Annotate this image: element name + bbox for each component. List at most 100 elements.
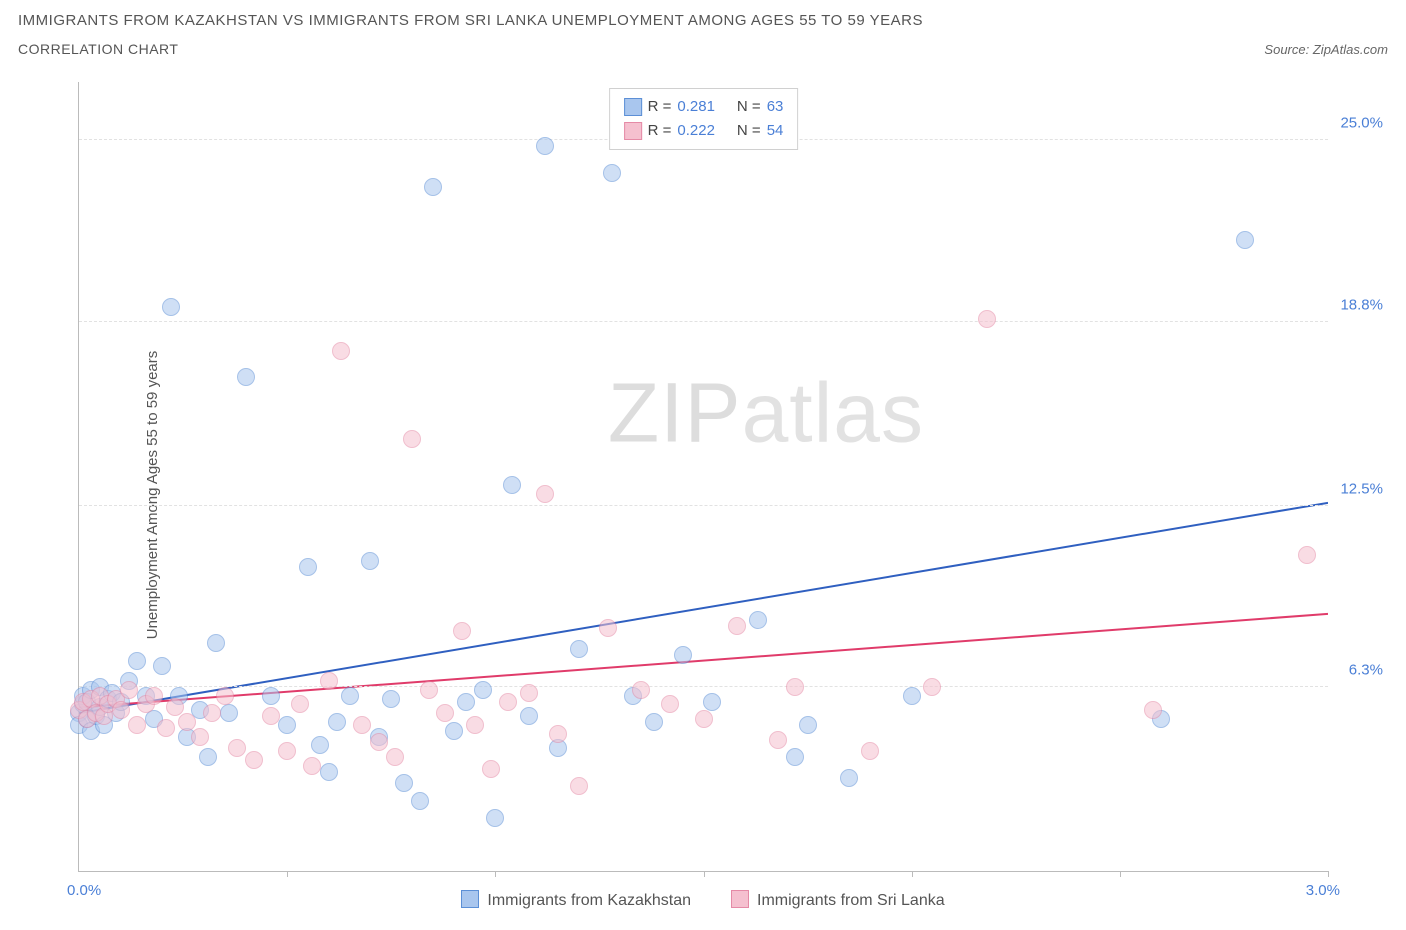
legend-series-label: Immigrants from Sri Lanka [757, 892, 945, 909]
legend-n-value: 63 [767, 95, 784, 119]
legend-correlation-row-kazakhstan: R =0.281 N =63 [624, 95, 784, 119]
scatter-point-kazakhstan [536, 137, 554, 155]
scatter-point-srilanka [695, 710, 713, 728]
scatter-point-srilanka [769, 731, 787, 749]
y-tick-label: 18.8% [1340, 296, 1383, 313]
legend-series: Immigrants from Kazakhstan Immigrants fro… [78, 890, 1328, 910]
watermark-bold: ZIP [608, 366, 742, 460]
x-tick [495, 871, 496, 877]
scatter-point-srilanka [128, 716, 146, 734]
scatter-point-kazakhstan [341, 687, 359, 705]
legend-n-label: N = [737, 119, 761, 143]
scatter-point-kazakhstan [674, 646, 692, 664]
scatter-point-kazakhstan [278, 716, 296, 734]
scatter-point-kazakhstan [220, 704, 238, 722]
scatter-point-srilanka [320, 672, 338, 690]
scatter-point-kazakhstan [262, 687, 280, 705]
scatter-point-kazakhstan [486, 809, 504, 827]
scatter-point-kazakhstan [237, 368, 255, 386]
scatter-point-srilanka [157, 719, 175, 737]
scatter-point-srilanka [262, 707, 280, 725]
scatter-point-srilanka [332, 342, 350, 360]
scatter-point-kazakhstan [382, 690, 400, 708]
legend-correlation-box: R =0.281 N =63 R =0.222 N =54 [609, 88, 799, 150]
plot-region: ZIPatlas R =0.281N =63R =0.222N =54 0.0%… [78, 82, 1328, 872]
scatter-point-srilanka [861, 742, 879, 760]
scatter-point-srilanka [228, 739, 246, 757]
scatter-point-srilanka [570, 777, 588, 795]
scatter-point-srilanka [245, 751, 263, 769]
scatter-point-srilanka [203, 704, 221, 722]
legend-series-item-kazakhstan: Immigrants from Kazakhstan [461, 890, 691, 910]
scatter-point-srilanka [303, 757, 321, 775]
legend-series-item-srilanka: Immigrants from Sri Lanka [731, 890, 945, 910]
scatter-point-srilanka [520, 684, 538, 702]
legend-swatch [624, 122, 642, 140]
scatter-point-srilanka [499, 693, 517, 711]
scatter-point-kazakhstan [445, 722, 463, 740]
scatter-point-kazakhstan [311, 736, 329, 754]
scatter-point-srilanka [599, 619, 617, 637]
legend-r-label: R = [648, 95, 672, 119]
scatter-point-srilanka [786, 678, 804, 696]
scatter-point-srilanka [370, 733, 388, 751]
scatter-point-kazakhstan [328, 713, 346, 731]
scatter-point-kazakhstan [603, 164, 621, 182]
x-tick [287, 871, 288, 877]
trend-lines [79, 82, 1328, 871]
x-tick [1120, 871, 1121, 877]
x-tick [912, 871, 913, 877]
legend-r-value: 0.281 [677, 95, 715, 119]
scatter-point-kazakhstan [361, 552, 379, 570]
scatter-point-srilanka [632, 681, 650, 699]
scatter-point-srilanka [216, 687, 234, 705]
legend-n-label: N = [737, 95, 761, 119]
chart-subtitle: CORRELATION CHART [18, 41, 178, 57]
x-tick [704, 871, 705, 877]
gridline [79, 505, 1328, 506]
scatter-point-kazakhstan [424, 178, 442, 196]
legend-swatch [624, 98, 642, 116]
scatter-point-srilanka [420, 681, 438, 699]
scatter-point-srilanka [120, 681, 138, 699]
scatter-point-kazakhstan [457, 693, 475, 711]
scatter-point-kazakhstan [503, 476, 521, 494]
y-tick-label: 25.0% [1340, 115, 1383, 132]
scatter-point-srilanka [386, 748, 404, 766]
scatter-point-srilanka [978, 310, 996, 328]
scatter-point-kazakhstan [703, 693, 721, 711]
scatter-point-srilanka [1298, 546, 1316, 564]
scatter-point-srilanka [191, 728, 209, 746]
scatter-point-kazakhstan [207, 634, 225, 652]
scatter-point-srilanka [353, 716, 371, 734]
scatter-point-kazakhstan [299, 558, 317, 576]
trend-line-kazakhstan [79, 503, 1328, 713]
scatter-point-srilanka [291, 695, 309, 713]
scatter-point-kazakhstan [474, 681, 492, 699]
legend-n-value: 54 [767, 119, 784, 143]
legend-swatch [461, 890, 479, 908]
scatter-point-srilanka [536, 485, 554, 503]
scatter-point-srilanka [278, 742, 296, 760]
scatter-point-kazakhstan [128, 652, 146, 670]
y-tick-label: 12.5% [1340, 480, 1383, 497]
scatter-point-kazakhstan [786, 748, 804, 766]
scatter-point-srilanka [403, 430, 421, 448]
scatter-point-kazakhstan [799, 716, 817, 734]
chart-area: Unemployment Among Ages 55 to 59 years Z… [18, 78, 1388, 912]
scatter-point-kazakhstan [411, 792, 429, 810]
legend-r-value: 0.222 [677, 119, 715, 143]
gridline [79, 321, 1328, 322]
scatter-point-srilanka [112, 701, 130, 719]
watermark-thin: atlas [742, 366, 924, 460]
scatter-point-srilanka [923, 678, 941, 696]
legend-series-label: Immigrants from Kazakhstan [487, 892, 691, 909]
scatter-point-kazakhstan [520, 707, 538, 725]
scatter-point-kazakhstan [645, 713, 663, 731]
scatter-point-kazakhstan [320, 763, 338, 781]
scatter-point-srilanka [436, 704, 454, 722]
chart-title: IMMIGRANTS FROM KAZAKHSTAN VS IMMIGRANTS… [0, 0, 1406, 33]
scatter-point-srilanka [661, 695, 679, 713]
legend-r-label: R = [648, 119, 672, 143]
source-label: Source: [1264, 42, 1309, 57]
